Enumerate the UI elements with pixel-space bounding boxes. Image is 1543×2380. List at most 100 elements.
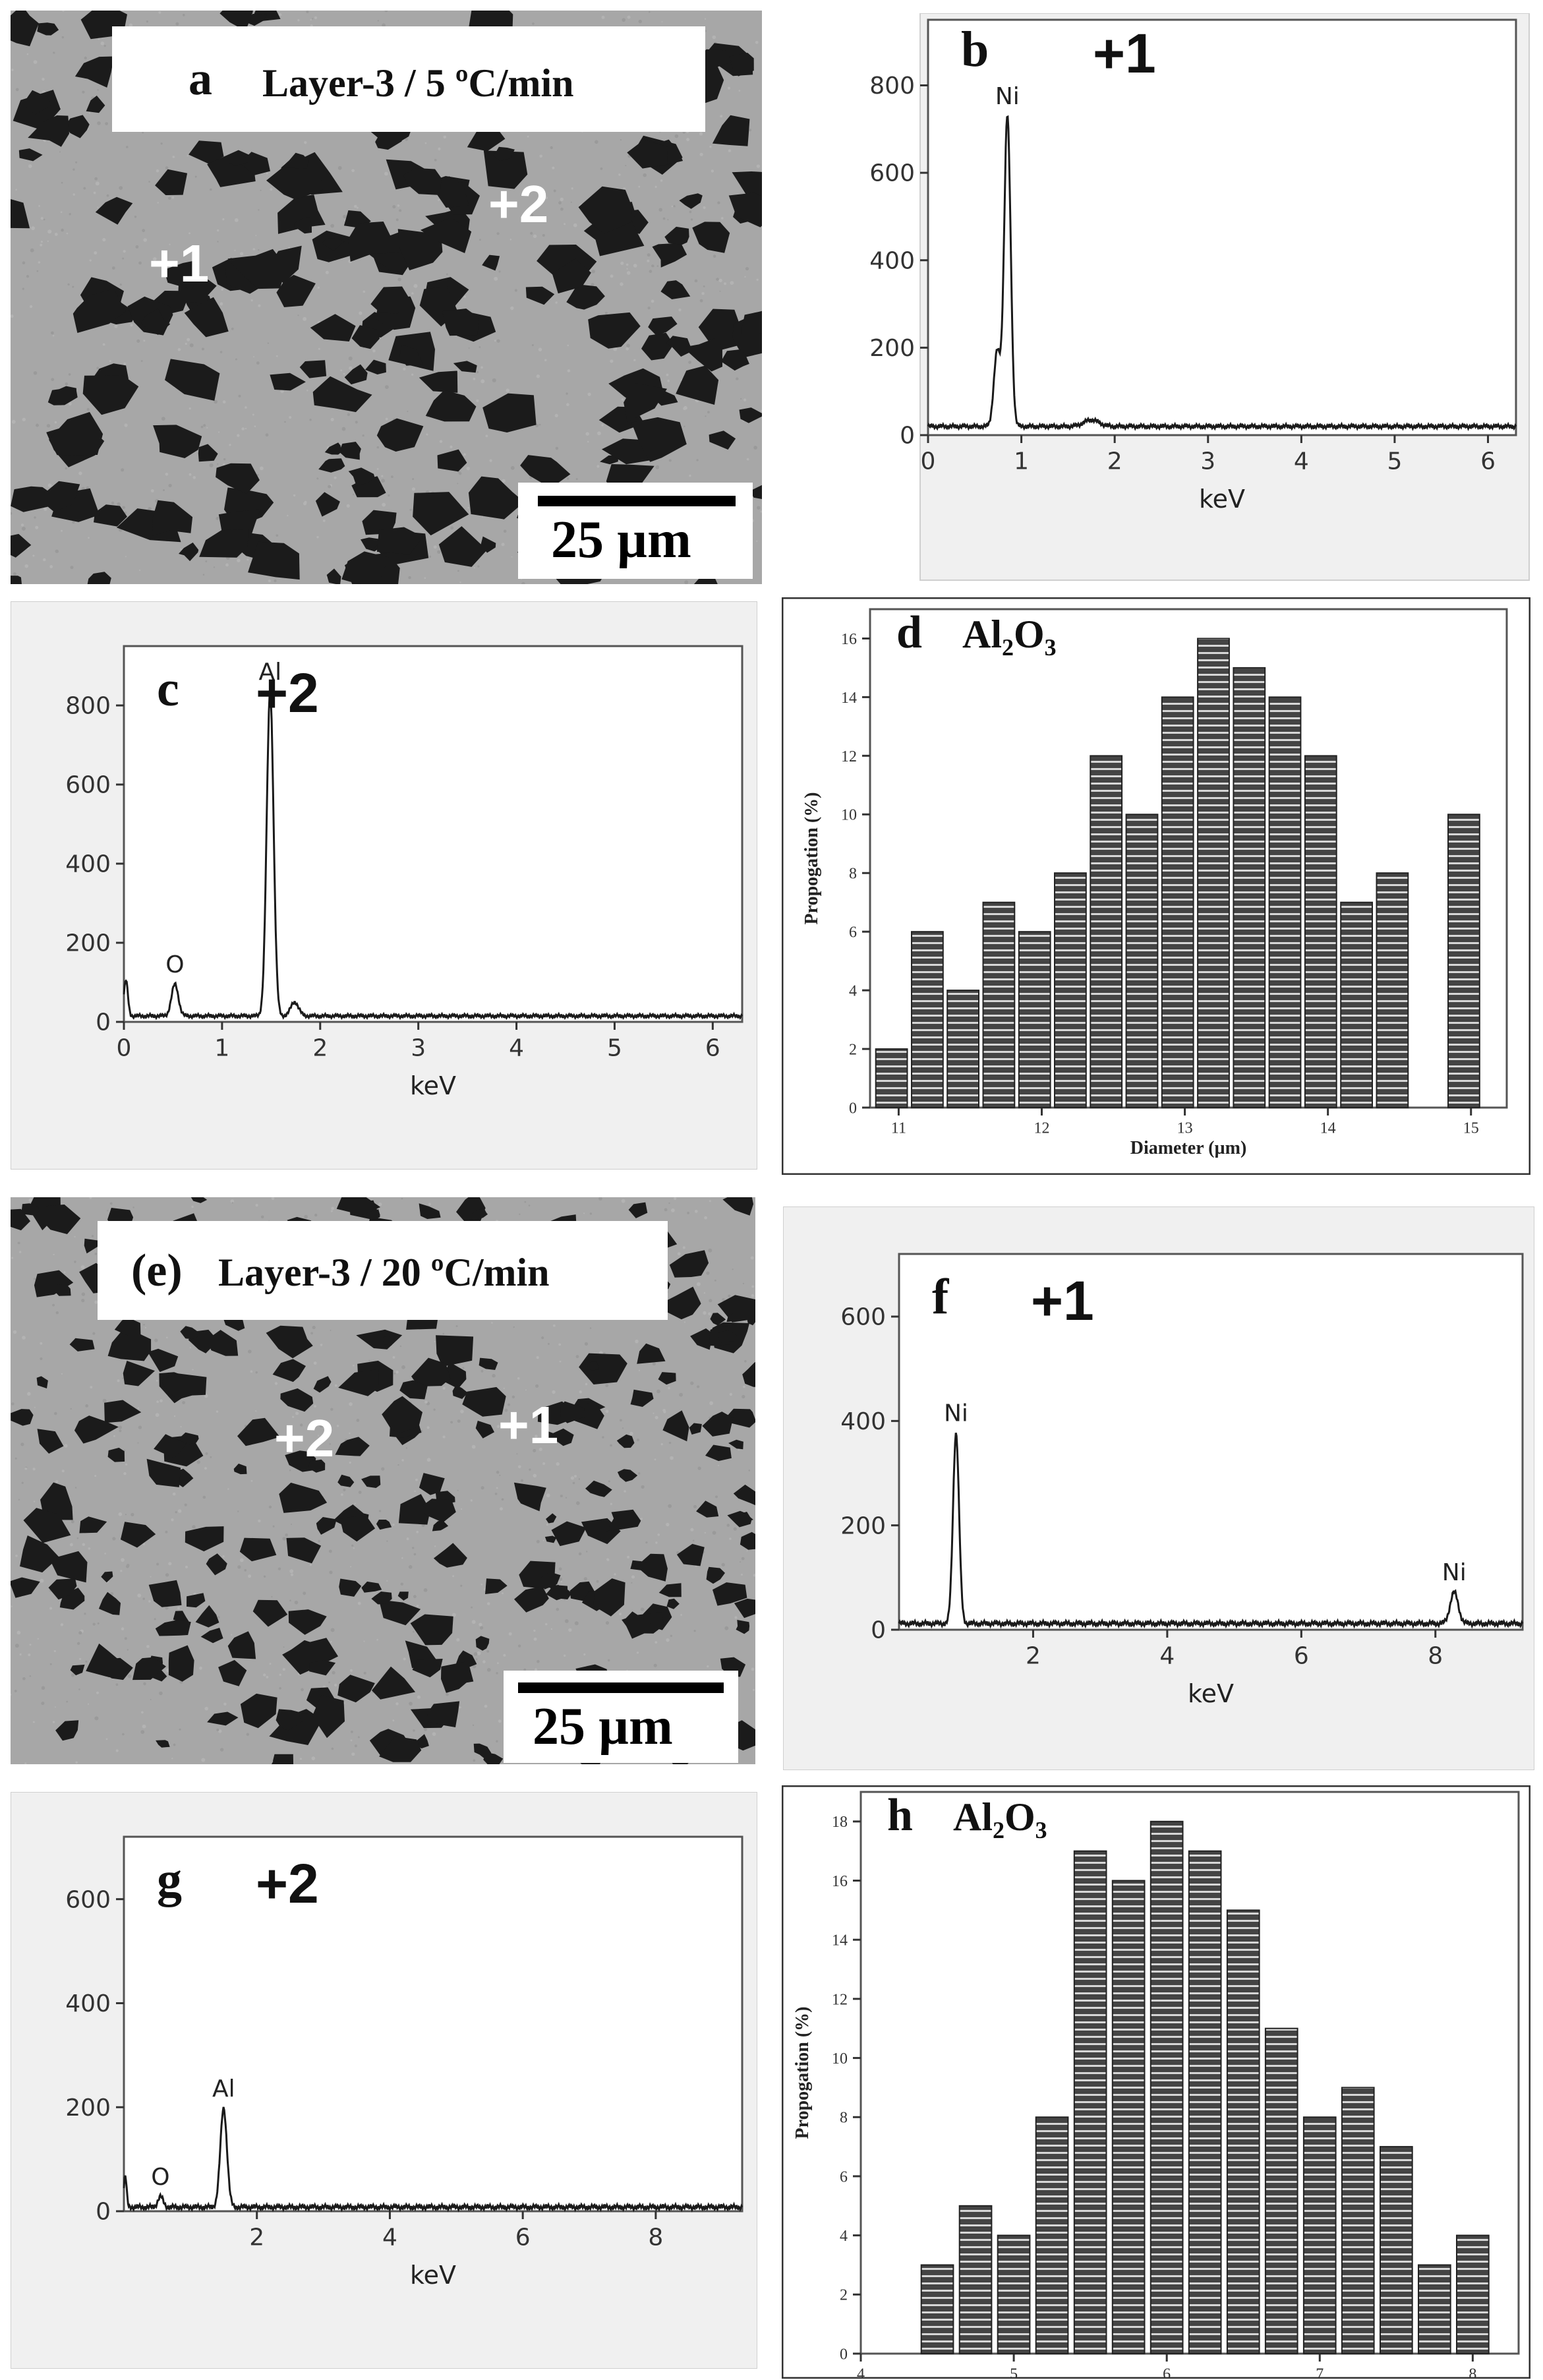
sem-noise	[100, 42, 105, 45]
sem-noise	[173, 1743, 176, 1746]
sem-noise	[61, 529, 63, 532]
al2o3-particle	[101, 1571, 113, 1583]
sem-noise	[172, 1492, 176, 1496]
sem-noise	[670, 1456, 674, 1460]
sem-noise	[533, 1473, 537, 1478]
al2o3-particle	[739, 407, 762, 423]
sem-noise	[90, 1386, 93, 1388]
sem-noise	[89, 259, 92, 262]
al2o3-particle	[318, 458, 345, 473]
sem-noise	[274, 579, 277, 583]
y-tick-label: 600	[869, 160, 915, 187]
al2o3-particle	[427, 1701, 460, 1727]
al2o3-particle	[432, 1520, 449, 1532]
sem-noise	[293, 494, 296, 497]
y-tick-label: 10	[832, 2050, 848, 2068]
sem-noise	[191, 1205, 194, 1208]
al2o3-particle	[578, 186, 632, 234]
sem-noise	[502, 479, 506, 483]
sem-noise	[496, 339, 500, 343]
x-axis-label: keV	[410, 2261, 456, 2290]
al2o3-particle	[337, 1675, 375, 1703]
sem-noise	[216, 1410, 219, 1413]
sem-noise	[613, 347, 618, 351]
sem-noise	[411, 292, 414, 295]
sem-noise	[122, 1733, 125, 1736]
sem-noise	[146, 1645, 150, 1648]
sem-noise	[437, 550, 441, 554]
peak-label: Ni	[944, 1400, 968, 1427]
sem-noise	[36, 270, 39, 272]
sem-noise	[95, 181, 100, 186]
sem-noise	[103, 45, 106, 47]
sem-noise	[748, 1470, 751, 1472]
sem-noise	[378, 1203, 382, 1206]
x-tick-label: 4	[382, 2224, 397, 2251]
al2o3-particle	[286, 1537, 322, 1564]
sem-noise	[260, 466, 264, 471]
al2o3-particle	[468, 476, 525, 520]
sem-noise	[119, 1429, 122, 1433]
sem-noise	[533, 1629, 536, 1632]
sem-noise	[26, 275, 30, 278]
sem-noise	[279, 1673, 281, 1676]
sem-noise	[384, 171, 388, 176]
sem-noise	[729, 1392, 733, 1396]
al2o3-particle	[86, 96, 105, 113]
sem-noise	[558, 1567, 562, 1571]
sem-noise	[230, 1199, 235, 1203]
sem-noise	[471, 1620, 476, 1624]
sem-noise	[668, 1504, 672, 1508]
al2o3-particle	[453, 361, 477, 373]
sem-noise	[558, 1343, 562, 1346]
sem-noise	[480, 379, 485, 384]
sem-noise	[142, 1543, 145, 1545]
al2o3-particle	[452, 1384, 468, 1399]
sem-noise	[690, 1528, 694, 1532]
sem-noise	[498, 270, 501, 273]
sem-noise	[583, 1653, 586, 1656]
sem-noise	[330, 1210, 333, 1212]
sem-noise	[583, 1212, 585, 1214]
al2o3-particle	[544, 1535, 557, 1543]
sem-noise	[392, 1524, 395, 1526]
al2o3-particle	[696, 1501, 719, 1518]
sem-noise	[43, 218, 45, 221]
sem-noise	[578, 1552, 582, 1556]
sem-noise	[126, 1564, 129, 1568]
sem-noise	[119, 186, 123, 190]
panel-letter-a: a	[189, 52, 212, 105]
sem-noise	[459, 1706, 461, 1709]
sem-noise	[185, 342, 187, 345]
sem-noise	[716, 278, 719, 281]
al2o3-particle	[551, 1521, 587, 1547]
histogram-bar	[946, 990, 979, 1108]
sem-noise	[214, 400, 218, 404]
sem-noise	[111, 266, 115, 270]
sem-noise	[59, 151, 61, 153]
sem-noise	[194, 175, 197, 178]
sem-noise	[93, 191, 96, 194]
sem-noise	[102, 1398, 107, 1403]
al2o3-particle	[698, 49, 732, 71]
sem-noise	[117, 1379, 120, 1383]
al2o3-particle	[736, 1620, 750, 1634]
sem-noise	[412, 1547, 415, 1549]
sem-noise	[405, 137, 409, 141]
sem-noise	[362, 434, 364, 437]
sem-noise	[604, 312, 608, 314]
sem-noise	[134, 216, 137, 218]
y-tick-label: 400	[65, 1990, 111, 2017]
sem-noise	[676, 1551, 680, 1555]
al2o3-particle	[733, 1484, 755, 1506]
y-tick-label: 200	[65, 2095, 111, 2122]
al2o3-particle	[442, 309, 479, 336]
al2o3-particle	[336, 1197, 381, 1216]
sem-noise	[504, 1408, 508, 1412]
sem-noise	[268, 580, 271, 583]
sem-noise	[180, 548, 182, 550]
al2o3-particle	[588, 312, 641, 349]
al2o3-particle	[514, 1586, 549, 1613]
al2o3-particle	[322, 238, 345, 252]
al2o3-particle	[216, 463, 260, 494]
